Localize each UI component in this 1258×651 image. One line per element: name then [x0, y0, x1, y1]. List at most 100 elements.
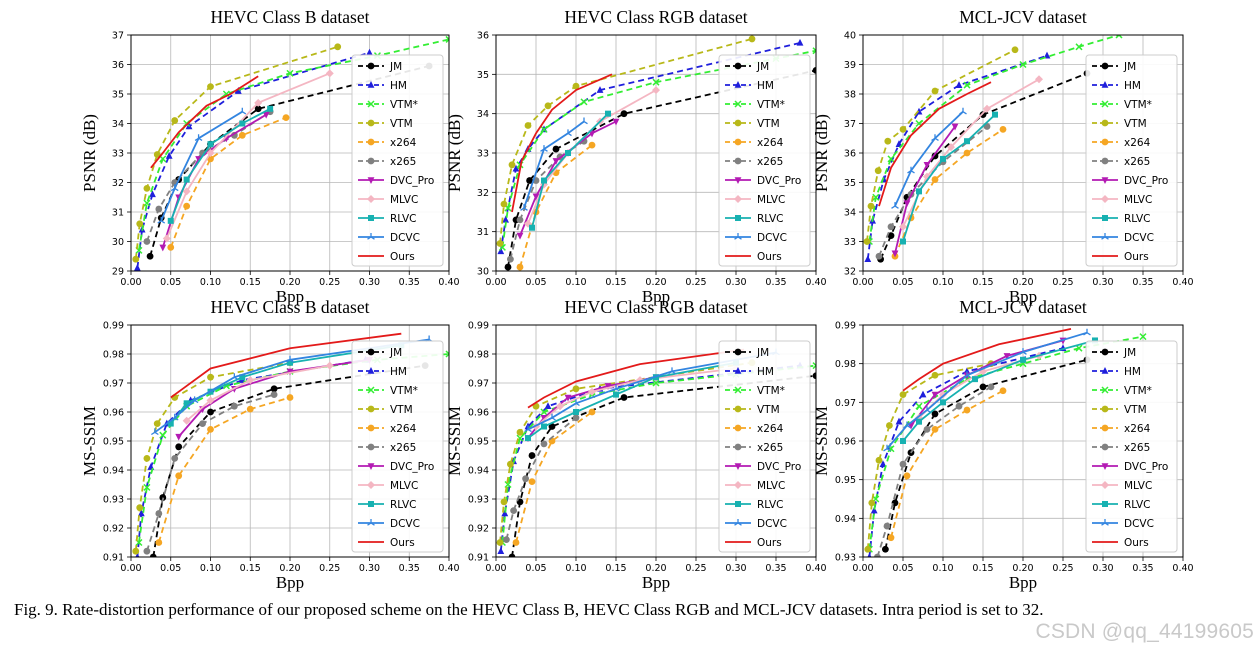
data-point	[504, 263, 512, 271]
data-point	[325, 69, 334, 78]
chart-title: HEVC Class RGB dataset	[564, 7, 747, 27]
data-point	[812, 47, 816, 55]
legend-label: DCVC	[1124, 232, 1154, 244]
chart-title: HEVC Class RGB dataset	[564, 297, 747, 317]
data-point	[580, 98, 588, 106]
y-tick-label: 0.98	[835, 359, 856, 370]
data-point	[1139, 333, 1147, 341]
legend-marker	[734, 386, 742, 394]
data-point	[895, 417, 903, 425]
data-point	[497, 547, 505, 554]
data-point	[183, 202, 191, 210]
series-line-x264	[519, 144, 593, 268]
y-tick-label: 0.97	[835, 398, 856, 409]
legend-marker	[1101, 367, 1109, 374]
data-point	[132, 547, 140, 555]
legend-marker	[1101, 348, 1109, 356]
data-point	[588, 387, 596, 396]
legend-marker	[1101, 233, 1109, 240]
legend-marker	[735, 215, 741, 221]
legend-marker	[367, 405, 375, 413]
chart-panel-2: HEVC Class RGB dataset 0.00 0.05 0.10 0.15 0.…	[445, 7, 827, 306]
legend-label: DCVC	[390, 518, 420, 530]
data-point	[588, 141, 596, 149]
legend-marker	[1101, 100, 1109, 108]
data-point	[903, 421, 911, 429]
y-tick-label: 0.96	[468, 408, 489, 419]
y-tick-label: 29	[112, 267, 124, 278]
legend-marker	[734, 519, 742, 526]
x-tick-label: 0.40	[438, 563, 459, 574]
data-point	[522, 475, 529, 483]
data-point	[887, 155, 895, 163]
data-point	[564, 394, 572, 402]
x-tick-label: 0.10	[565, 277, 586, 288]
legend-marker	[1102, 215, 1108, 221]
legend-label: x265	[390, 442, 416, 454]
y-tick-label: 0.91	[468, 553, 489, 564]
data-point	[552, 158, 560, 165]
data-point	[923, 406, 931, 413]
legend-marker	[368, 501, 374, 507]
legend-marker	[734, 463, 742, 470]
legend-marker	[734, 443, 742, 451]
legend-marker	[367, 481, 375, 489]
legend-marker	[367, 138, 375, 146]
x-tick-label: 0.05	[160, 563, 181, 574]
legend-box	[1085, 340, 1178, 553]
data-point	[955, 402, 963, 410]
data-point	[964, 138, 970, 145]
data-point	[167, 244, 175, 251]
data-point	[165, 151, 173, 159]
legend-label: MLVC	[757, 480, 785, 492]
legend-label: HM	[757, 366, 774, 378]
x-tick-label: 0.00	[852, 277, 873, 288]
x-tick-label: 0.20	[279, 563, 300, 574]
data-point	[199, 420, 206, 427]
data-point	[230, 373, 239, 380]
y-tick-label: 31	[477, 227, 489, 238]
legend-label: HM	[390, 366, 407, 378]
legend-marker	[734, 81, 742, 88]
legend-marker	[1101, 443, 1109, 451]
data-point	[507, 255, 514, 263]
data-point	[520, 204, 528, 211]
legend-marker	[367, 424, 375, 432]
data-point	[207, 426, 214, 433]
data-point	[143, 199, 151, 207]
legend-label: JM	[389, 347, 402, 359]
data-point	[987, 383, 995, 391]
data-point	[254, 105, 262, 113]
legend-marker	[367, 386, 375, 394]
data-point	[149, 190, 156, 198]
data-point	[887, 232, 895, 240]
legend-marker	[367, 81, 375, 88]
legend-box	[718, 340, 811, 553]
legend-label: VTM*	[390, 99, 418, 111]
series-line-rlvc	[531, 113, 609, 228]
series-line-jm	[879, 72, 1088, 260]
data-point	[366, 48, 373, 56]
x-tick-label: 0.30	[1092, 277, 1113, 288]
series-line-vtm-	[868, 35, 1120, 242]
series-line-mlvc	[165, 72, 331, 239]
series-line-jm	[884, 358, 1088, 550]
data-point	[552, 145, 560, 153]
figure-caption: Fig. 9. Rate-distortion performance of o…	[14, 600, 1044, 619]
legend-marker	[367, 519, 375, 526]
data-point	[963, 406, 971, 414]
y-tick-label: 34	[477, 109, 489, 120]
data-point	[171, 455, 179, 462]
y-tick-label: 37	[112, 31, 124, 42]
x-axis-label: Bpp	[276, 287, 304, 306]
series-line-mlvc	[186, 364, 330, 422]
y-axis-label: MS-SSIM	[812, 406, 831, 476]
legend-marker	[1101, 519, 1109, 526]
y-tick-label: 38	[844, 90, 856, 101]
data-point	[206, 149, 215, 157]
data-point	[972, 376, 978, 383]
y-tick-label: 0.94	[468, 466, 489, 477]
legend-label: x264	[1124, 423, 1151, 435]
data-point	[544, 402, 552, 409]
series-line-ours	[170, 332, 402, 399]
